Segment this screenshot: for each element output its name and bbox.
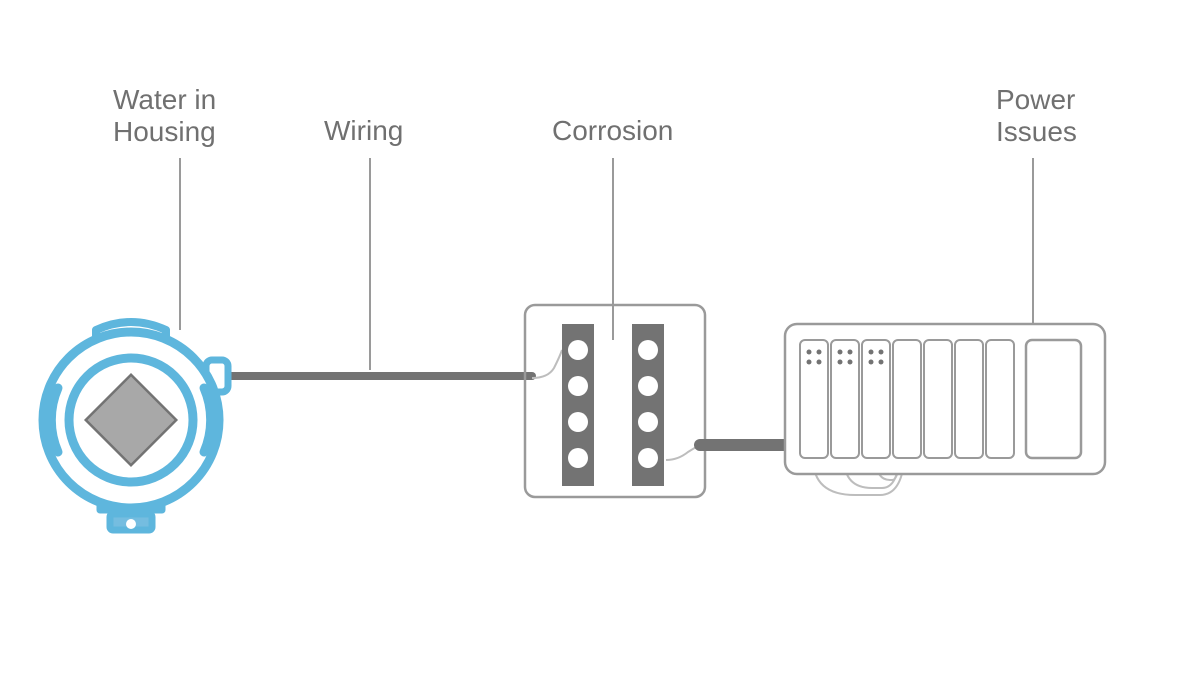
diagram-canvas: Water in Housing Wiring Corrosion Power … [0, 0, 1200, 675]
transmitter [0, 0, 1200, 675]
